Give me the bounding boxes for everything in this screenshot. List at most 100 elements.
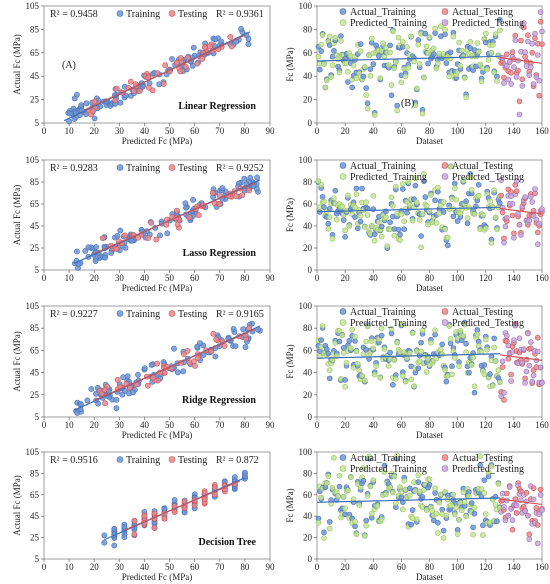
actual-training-point	[454, 218, 461, 224]
testing-point	[174, 221, 181, 228]
predicted-training-point	[453, 197, 460, 203]
actual-training-point	[340, 217, 347, 223]
predicted-training-point	[488, 240, 495, 246]
training-point	[119, 391, 126, 398]
predicted-testing-point	[503, 215, 510, 221]
predicted-training-point	[413, 85, 420, 92]
predicted-training-point	[447, 55, 454, 62]
testing-point	[186, 214, 193, 221]
predicted-training-point	[390, 203, 396, 209]
training-trendline	[316, 353, 500, 359]
predicted-training-point	[458, 507, 465, 514]
predicted-training-point	[440, 535, 447, 541]
y-tick-label: 40	[303, 511, 313, 521]
predicted-testing-point	[522, 49, 528, 56]
predicted-training-point	[392, 59, 399, 65]
actual-training-point	[477, 462, 483, 469]
actual-training-point	[345, 79, 351, 85]
predicted-training-point	[416, 217, 423, 223]
predicted-training-point	[359, 372, 365, 379]
training-point	[197, 340, 203, 346]
actual-training-point	[464, 220, 471, 227]
predicted-training-point	[450, 33, 457, 40]
predicted-training-point	[436, 499, 443, 506]
r2-training-label: R² = 0.9516	[50, 455, 98, 466]
predicted-training-point	[471, 383, 478, 390]
actual-testing-point	[534, 334, 541, 341]
predicted-training-point	[361, 377, 368, 384]
y-tick-label: 0	[308, 412, 313, 422]
y-axis-title: Actual Fc (MPa)	[12, 331, 22, 392]
actual-training-point	[360, 73, 367, 80]
testing-point	[216, 201, 223, 207]
actual-training-point	[463, 198, 469, 204]
y-axis-title: Actual Fc (MPa)	[12, 475, 22, 536]
predicted-training-point	[496, 27, 503, 34]
actual-training-point	[336, 483, 343, 490]
x-tick-label: 40	[369, 273, 379, 283]
x-tick-label: 40	[140, 562, 150, 572]
actual-training-point	[444, 242, 451, 249]
testing-point	[144, 382, 151, 389]
predicted-training-point	[447, 335, 454, 342]
x-tick-label: 60	[397, 562, 407, 572]
predicted-training-point	[421, 171, 427, 177]
actual-training-point	[443, 378, 450, 385]
actual-training-point	[435, 519, 441, 526]
legend-actual-testing-label: Actual_Testing	[452, 453, 513, 464]
y-tick-label: 60	[303, 345, 313, 355]
testing-point	[91, 98, 98, 105]
x-tick-label: 50	[165, 420, 175, 430]
predicted-training-point	[352, 204, 358, 211]
predicted-training-point	[405, 65, 412, 71]
predicted-testing-point	[503, 332, 510, 339]
predicted-training-point	[413, 199, 420, 206]
actual-testing-point	[536, 92, 543, 99]
predicted-training-point	[353, 348, 360, 355]
predicted-training-point	[474, 40, 481, 46]
predicted-training-point	[357, 48, 364, 54]
x-tick-label: 120	[479, 420, 493, 430]
testing-point	[194, 60, 201, 67]
predicted-training-point	[367, 73, 374, 79]
predicted-training-point	[363, 338, 370, 345]
actual-training-point	[367, 66, 374, 72]
predicted-training-point	[405, 178, 412, 185]
predicted-testing-point	[499, 358, 506, 365]
predicted-training-point	[426, 34, 433, 41]
predicted-training-point	[446, 73, 453, 80]
testing-point	[177, 55, 184, 61]
predicted-training-point	[485, 57, 492, 63]
y-tick-label: 80	[303, 323, 313, 333]
predicted-training-point	[392, 376, 399, 382]
testing-point	[131, 517, 138, 524]
testing-point	[174, 207, 180, 214]
testing-trendline	[499, 56, 543, 64]
predicted-testing-point	[513, 178, 520, 184]
predicted-training-point	[342, 383, 348, 390]
x-tick-label: 100	[451, 273, 465, 283]
training-point	[157, 232, 163, 239]
x-tick-label: 120	[479, 562, 493, 572]
training-point	[74, 248, 80, 255]
x-tick-label: 50	[165, 562, 175, 572]
predicted-training-point	[373, 363, 379, 370]
actual-training-point	[418, 339, 424, 346]
actual-training-point	[415, 37, 422, 43]
training-point	[117, 99, 124, 106]
testing-point	[207, 43, 213, 50]
predicted-training-point	[456, 516, 462, 523]
predicted-training-point	[481, 371, 488, 378]
predicted-training-point	[321, 61, 327, 67]
predicted-training-point	[319, 32, 326, 38]
predicted-training-point	[491, 344, 498, 351]
y-tick-label: 80	[303, 468, 313, 478]
training-point	[93, 244, 100, 250]
training-point	[141, 365, 148, 372]
testing-point	[171, 509, 178, 515]
legend-testing-label: Testing	[178, 9, 207, 20]
testing-point	[201, 44, 208, 51]
predicted-testing-point	[505, 512, 512, 519]
actual-training-point	[440, 209, 447, 215]
